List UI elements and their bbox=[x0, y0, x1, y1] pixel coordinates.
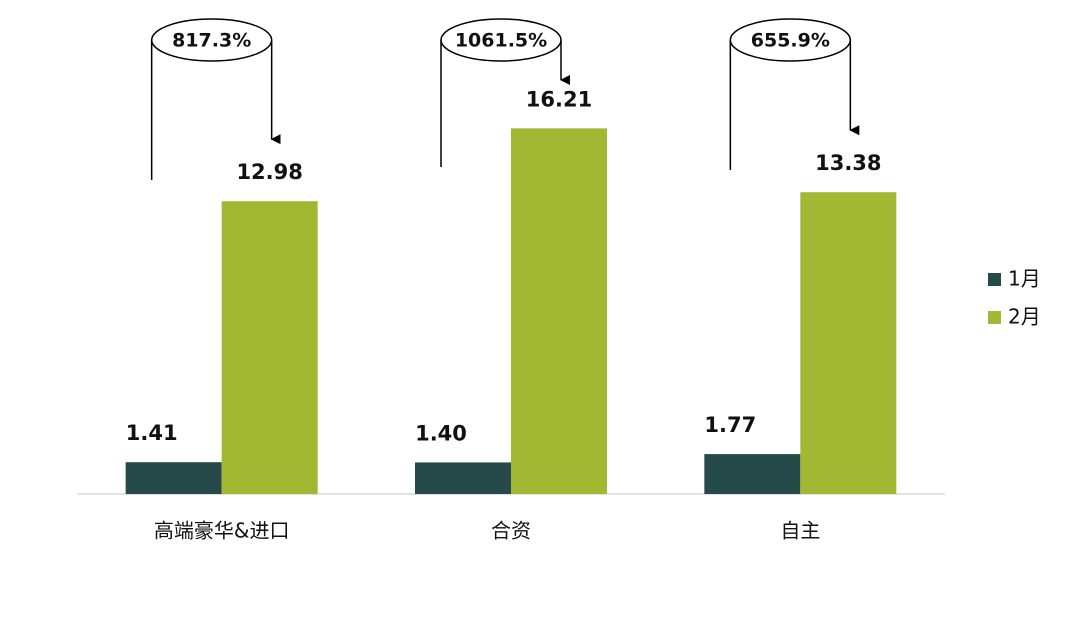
bar bbox=[511, 128, 607, 494]
legend-label: 1月 bbox=[1008, 267, 1041, 291]
bar bbox=[415, 462, 511, 494]
data-label: 12.98 bbox=[236, 160, 302, 184]
x-tick-label: 自主 bbox=[780, 519, 820, 543]
data-label: 13.38 bbox=[815, 151, 881, 175]
growth-label: 817.3% bbox=[172, 30, 251, 52]
x-tick-label: 合资 bbox=[491, 519, 531, 543]
growth-label: 655.9% bbox=[751, 30, 830, 52]
data-label: 1.77 bbox=[704, 413, 756, 437]
legend-label: 2月 bbox=[1008, 305, 1041, 329]
growth-bubble bbox=[150, 18, 273, 62]
bar bbox=[125, 462, 222, 494]
data-label: 1.40 bbox=[415, 421, 467, 445]
growth-bubble bbox=[440, 18, 562, 62]
growth-label: 1061.5% bbox=[455, 30, 547, 52]
growth-bubble bbox=[729, 18, 852, 62]
data-label: 16.21 bbox=[526, 87, 592, 111]
legend-swatch bbox=[988, 311, 1001, 324]
bar bbox=[221, 201, 318, 494]
legend-swatch bbox=[988, 273, 1001, 286]
data-label: 1.41 bbox=[126, 421, 178, 445]
bar bbox=[800, 192, 897, 494]
bar bbox=[704, 454, 801, 494]
x-tick-label: 高端豪华&进口 bbox=[154, 519, 290, 543]
